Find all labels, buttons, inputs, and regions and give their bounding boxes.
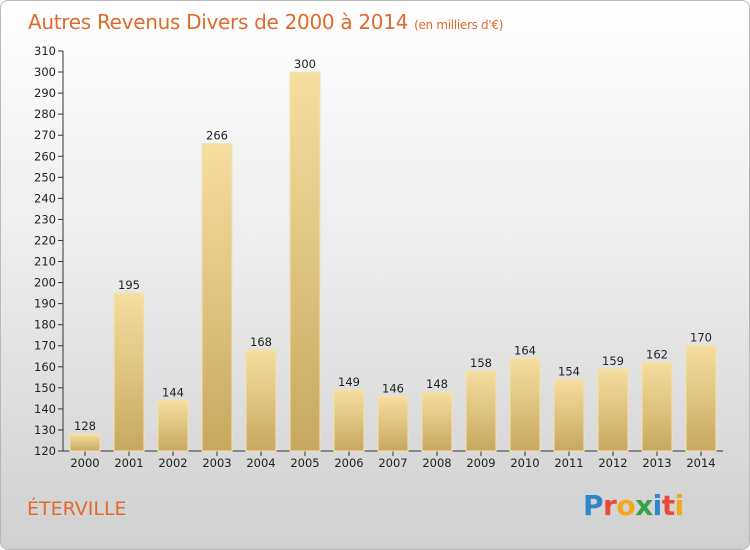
logo-letter: P (583, 489, 604, 522)
y-tick-label: 260 (34, 149, 56, 163)
x-tick-label: 2002 (158, 456, 187, 470)
commune-name: ÉTERVILLE (27, 498, 127, 520)
bar (421, 391, 453, 452)
axes: 120 130 140 150 160 170 180 190 200 210 220 230 240 2… (34, 44, 723, 470)
data-label: 162 (646, 348, 668, 362)
y-tick-label: 210 (34, 255, 56, 269)
bar (597, 368, 629, 452)
logo-letter: o (616, 489, 636, 522)
chart-title-text: Autres Revenus Divers de 2000 à 2014 (28, 10, 409, 34)
data-label: 149 (338, 375, 360, 389)
x-tick-label: 2010 (510, 456, 539, 470)
y-tick-label: 290 (34, 86, 56, 100)
data-label: 266 (206, 129, 228, 143)
bar (113, 292, 145, 452)
x-tick-label: 2001 (114, 456, 143, 470)
data-label: 164 (514, 343, 536, 357)
logo-letter: r (603, 489, 617, 522)
logo-letter: i (674, 489, 685, 522)
y-tick-label: 160 (34, 360, 56, 374)
bar (289, 71, 321, 452)
chart-subtitle: (en milliers d'€) (414, 18, 504, 32)
x-tick-label: 2005 (290, 456, 319, 470)
bar (509, 357, 541, 452)
y-tick-label: 230 (34, 212, 56, 226)
bar (465, 370, 497, 452)
data-label: 159 (602, 354, 624, 368)
y-tick-label: 270 (34, 128, 56, 142)
y-tick-label: 150 (34, 381, 56, 395)
x-tick-label: 2011 (554, 456, 583, 470)
y-tick-label: 140 (34, 402, 56, 416)
x-tick-label: 2007 (378, 456, 407, 470)
y-tick-label: 250 (34, 170, 56, 184)
data-label: 168 (250, 335, 272, 349)
x-tick-label: 2013 (642, 456, 671, 470)
x-tick-label: 2003 (202, 456, 231, 470)
bar (685, 345, 717, 452)
bar (333, 389, 365, 452)
x-tick-label: 2009 (466, 456, 495, 470)
x-tick-label: 2006 (334, 456, 363, 470)
y-tick-label: 310 (34, 44, 56, 58)
data-label: 144 (162, 385, 184, 399)
x-tick-label: 2014 (686, 456, 715, 470)
logo-letter: x (635, 489, 653, 522)
data-label: 170 (690, 331, 712, 345)
data-label: 300 (294, 57, 316, 71)
y-tick-label: 240 (34, 191, 56, 205)
y-tick-label: 280 (34, 107, 56, 121)
y-tick-label: 120 (34, 444, 56, 458)
logo-letter: i (652, 489, 663, 522)
bar (157, 399, 189, 452)
data-label: 158 (470, 356, 492, 370)
y-tick-label: 220 (34, 233, 56, 247)
y-tick-label: 170 (34, 339, 56, 353)
y-tick-label: 300 (34, 65, 56, 79)
data-label: 148 (426, 377, 448, 391)
data-label: 146 (382, 381, 404, 395)
chart-title: Autres Revenus Divers de 2000 à 2014 (en … (28, 10, 503, 34)
x-tick-label: 2004 (246, 456, 275, 470)
x-tick-label: 2008 (422, 456, 451, 470)
y-tick-label: 130 (34, 423, 56, 437)
bar (553, 378, 585, 452)
y-tick-label: 180 (34, 318, 56, 332)
bars (69, 71, 717, 452)
data-label: 154 (558, 364, 580, 378)
x-tick-label: 2012 (598, 456, 627, 470)
bar (245, 349, 277, 452)
bar (201, 143, 233, 452)
y-tick-label: 190 (34, 297, 56, 311)
y-tick-label: 200 (34, 276, 56, 290)
x-tick-label: 2000 (70, 456, 99, 470)
bar (69, 433, 101, 452)
logo-letter: t (661, 489, 675, 522)
value-labels: 128 195 144 266 168 300 149 146 148 158 164 154 159 1… (74, 57, 712, 433)
bar (377, 395, 409, 452)
data-label: 195 (118, 278, 140, 292)
data-label: 128 (74, 419, 96, 433)
proxiti-logo[interactable]: Proxiti (583, 489, 684, 522)
bar (641, 362, 673, 452)
